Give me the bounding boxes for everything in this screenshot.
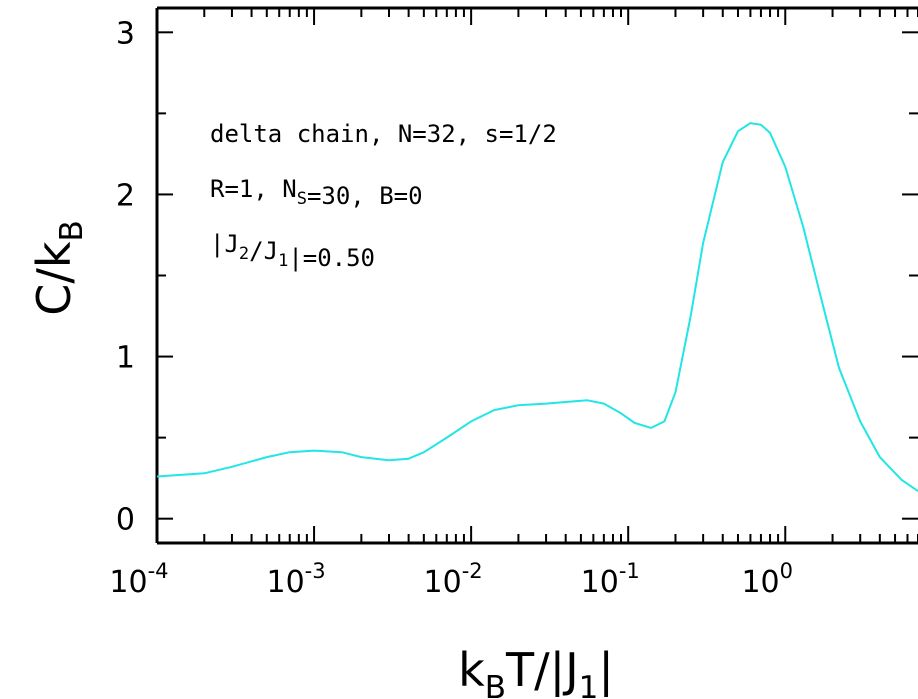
x-tick-label: 10-4 <box>109 559 168 600</box>
x-tick-label: 10-3 <box>266 559 325 600</box>
x-tick-label: 100 <box>741 559 793 600</box>
series-line <box>156 122 918 492</box>
series-group <box>156 122 918 492</box>
annotations: delta chain, N=32, s=1/2 R=1, NS=30, B=0 |… <box>210 120 557 272</box>
annotation-line: delta chain, N=32, s=1/2 <box>210 120 557 148</box>
axes <box>155 6 918 545</box>
annotation-line: |J2/J1|=0.50 <box>210 230 375 272</box>
y-axis-title: C/kB <box>27 220 90 316</box>
y-tick-labels: 0 1 2 3 <box>116 16 135 537</box>
x-tick-label: 10-1 <box>581 559 640 600</box>
y-tick-label: 0 <box>116 503 135 538</box>
x-axis-title: kBT/|J1| <box>458 643 614 699</box>
y-tick-label: 2 <box>116 178 135 213</box>
y-tick-label: 3 <box>116 16 135 51</box>
y-tick-label: 1 <box>116 341 135 376</box>
x-tick-label: 10-2 <box>424 559 483 600</box>
annotation-line: R=1, NS=30, B=0 <box>210 175 423 210</box>
x-tick-labels: 10-4 10-3 10-2 10-1 100 <box>109 559 793 600</box>
ticks <box>156 8 918 543</box>
